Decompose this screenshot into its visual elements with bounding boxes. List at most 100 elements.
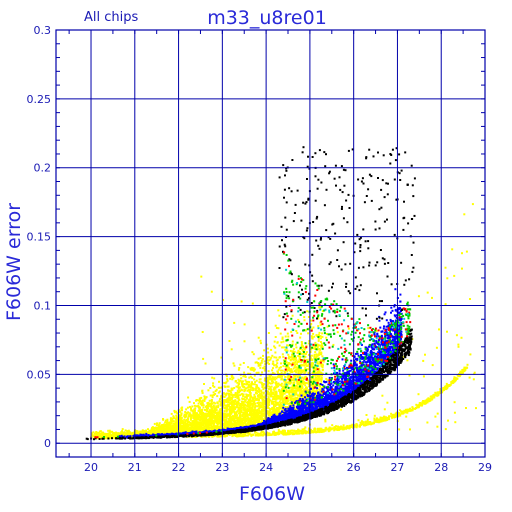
yellow-point [262,391,265,394]
yellow-point [222,395,224,398]
yellow-point [191,409,194,412]
yellow-point [304,347,307,350]
yellow-point [269,395,272,398]
yellow-point [288,369,291,372]
yellow-point [240,407,243,409]
yellow-point [238,424,241,427]
yellow-point [265,380,268,383]
yellow-point [205,424,208,427]
yellow-point [229,420,231,423]
yellow-point [258,407,261,410]
yellow-point [307,364,310,367]
yellow-point [236,414,238,417]
yellow-point [279,332,282,335]
yellow-point [121,430,124,433]
yellow-point [301,386,304,389]
yellow-point [285,361,288,364]
yellow-point [267,351,270,354]
yellow-point [195,423,198,426]
yellow-point [320,352,323,355]
yellow-point [305,397,308,399]
yellow-point [185,408,188,411]
yellow-point [258,393,261,396]
yellow-point [263,383,266,386]
yellow-point [282,387,285,390]
yellow-point [311,336,314,339]
yellow-point [274,410,277,413]
yellow-point [304,355,307,358]
yellow-point [286,332,289,335]
yellow-point [286,406,289,409]
yellow-point [315,356,318,359]
yellow-point [226,405,229,408]
yellow-point [301,342,304,345]
yellow-point [227,389,229,392]
yellow-point [305,386,308,389]
yellow-point [238,367,241,369]
yellow-point [248,405,251,408]
yellow-point [227,405,230,408]
yellow-point [304,353,307,355]
yellow-point [258,418,261,421]
yellow-point [229,377,232,380]
yellow-point [262,398,264,401]
yellow-point [269,399,272,402]
yellow-point [253,378,256,381]
yellow-point [273,340,276,343]
yellow-point [257,399,260,401]
yellow-point [288,367,290,370]
yellow-point [145,429,147,432]
yellow-point [295,393,298,396]
yellow-point [175,416,178,419]
yellow-point [289,349,292,352]
yellow-point [142,429,145,432]
yellow-point [257,371,260,374]
yellow-point [228,410,231,413]
yellow-point [249,397,252,400]
yellow-point [303,364,306,367]
yellow-point [311,359,314,361]
yellow-point [300,332,302,335]
yellow-point [281,353,284,356]
yellow-point [162,425,165,428]
yellow-point [278,356,281,359]
yellow-point [246,389,249,392]
yellow-point [258,412,261,415]
yellow-point [278,314,281,317]
yellow-point [280,378,283,381]
yellow-point [316,373,319,376]
yellow-point [313,385,316,388]
yellow-point [271,410,274,413]
yellow-point [216,417,219,420]
yellow-point [181,406,184,409]
yellow-point [108,432,111,435]
yellow-point [164,424,167,426]
yellow-point [230,393,233,396]
yellow-point [287,399,290,402]
yellow-point [238,398,241,401]
yellow-point [255,379,258,382]
yellow-point [280,369,282,372]
yellow-point [248,383,251,386]
yellow-point [266,383,269,386]
yellow-point [232,423,235,426]
yellow-point [173,426,176,429]
yellow-point [207,424,210,427]
yellow-point [254,381,257,384]
yellow-point [258,381,261,384]
yellow-point [212,384,214,387]
yellow-point [282,359,285,362]
yellow-point [228,398,231,401]
yellow-point [259,406,262,409]
yellow-point [214,402,217,405]
yellow-point [248,384,250,387]
yellow-point [198,426,201,429]
yellow-point [267,414,270,416]
yellow-point [319,388,322,391]
yellow-point [255,386,258,388]
yellow-point [291,386,294,388]
yellow-point [232,417,235,420]
yellow-point [237,384,240,387]
yellow-point [262,354,264,357]
